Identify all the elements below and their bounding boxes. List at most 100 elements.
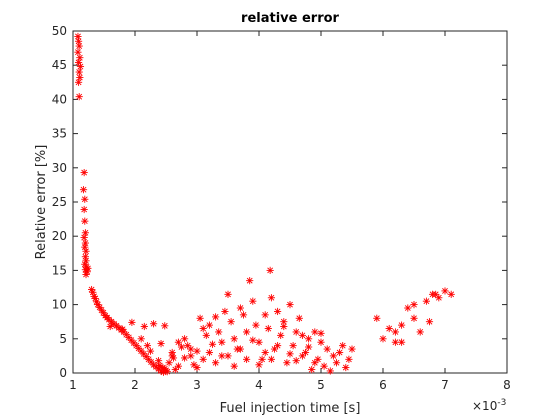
data-point — [311, 328, 319, 336]
data-point — [187, 345, 195, 353]
data-point — [255, 361, 263, 369]
data-point — [323, 345, 331, 353]
y-tick-label: 20 — [52, 229, 67, 243]
data-point — [165, 359, 173, 367]
data-point — [81, 195, 89, 203]
y-tick-label: 5 — [59, 332, 67, 346]
data-point — [391, 328, 399, 336]
data-point — [168, 352, 176, 360]
data-point — [74, 37, 83, 45]
data-point — [221, 307, 229, 316]
data-point — [174, 362, 182, 370]
data-point — [379, 335, 387, 343]
data-point — [252, 321, 260, 329]
data-point — [267, 294, 275, 302]
data-point — [298, 352, 306, 360]
data-point — [432, 290, 440, 298]
data-point — [286, 301, 294, 309]
data-point — [227, 318, 235, 326]
data-point — [264, 324, 272, 333]
data-point — [81, 217, 89, 225]
data-point — [425, 318, 434, 326]
data-point — [261, 311, 269, 319]
data-point — [230, 335, 238, 343]
data-point — [267, 355, 275, 363]
y-axis-label: Relative error [%] — [34, 145, 49, 260]
data-point — [224, 352, 232, 360]
data-point — [305, 335, 313, 343]
data-point — [76, 62, 85, 71]
data-point — [212, 313, 220, 321]
data-point — [348, 345, 356, 353]
data-point — [266, 266, 274, 274]
y-tick-label: 50 — [52, 24, 67, 38]
x-axis-exponent-power: -3 — [497, 398, 506, 408]
data-point — [199, 355, 207, 363]
data-point — [286, 350, 294, 358]
data-point — [199, 324, 207, 333]
data-point — [410, 301, 418, 309]
data-point — [283, 359, 291, 367]
data-point — [156, 361, 164, 370]
plot-area-frame — [72, 30, 508, 374]
data-point — [80, 168, 88, 177]
y-tick-label: 10 — [52, 298, 67, 312]
data-point — [218, 352, 226, 360]
data-point — [128, 318, 136, 326]
x-axis: 1 2 3 4 5 6 7 8 — [69, 31, 511, 392]
data-point — [236, 345, 244, 353]
data-point — [243, 328, 251, 336]
chart-title: relative error — [241, 11, 340, 26]
data-point — [261, 348, 269, 357]
data-point — [277, 331, 285, 339]
data-point — [177, 343, 186, 351]
data-point — [88, 285, 96, 294]
data-point — [345, 355, 353, 363]
data-point — [274, 307, 282, 316]
data-point — [326, 367, 334, 375]
data-point — [202, 331, 210, 339]
data-point — [193, 347, 201, 355]
data-point — [292, 328, 300, 336]
data-point — [74, 78, 83, 86]
data-point — [157, 339, 165, 348]
data-point — [236, 304, 244, 312]
data-point — [230, 362, 238, 370]
data-point — [75, 93, 83, 101]
data-point — [193, 363, 201, 372]
data-point — [161, 365, 169, 373]
x-axis-label: Fuel injection time [s] — [220, 401, 361, 416]
data-point — [317, 329, 325, 337]
x-tick-label: 7 — [441, 378, 449, 392]
data-point — [332, 359, 341, 367]
x-axis-exponent: ×10-3 — [472, 398, 506, 413]
y-axis: 0 5 10 15 20 25 30 35 40 45 50 — [52, 24, 507, 380]
data-point — [317, 338, 325, 346]
x-tick-label: 3 — [193, 378, 201, 392]
x-tick-label: 2 — [131, 378, 139, 392]
x-axis-exponent-base: ×10 — [472, 399, 497, 413]
data-point — [75, 68, 83, 76]
x-tick-label: 1 — [69, 378, 77, 392]
y-tick-label: 15 — [52, 263, 67, 277]
data-point — [81, 229, 89, 237]
data-point — [84, 264, 92, 272]
data-point — [404, 304, 412, 312]
data-point — [181, 335, 189, 343]
data-point — [243, 355, 251, 363]
data-point — [140, 322, 148, 331]
data-point — [80, 233, 88, 242]
data-point — [161, 322, 169, 330]
data-point — [181, 354, 189, 362]
data-point — [143, 342, 151, 350]
y-tick-label: 40 — [52, 92, 67, 106]
data-point — [258, 355, 266, 363]
data-point — [249, 336, 257, 344]
y-tick-label: 45 — [52, 58, 67, 72]
data-point — [336, 348, 344, 357]
data-point — [385, 324, 393, 333]
data-point — [154, 357, 163, 365]
data-point — [329, 352, 337, 360]
